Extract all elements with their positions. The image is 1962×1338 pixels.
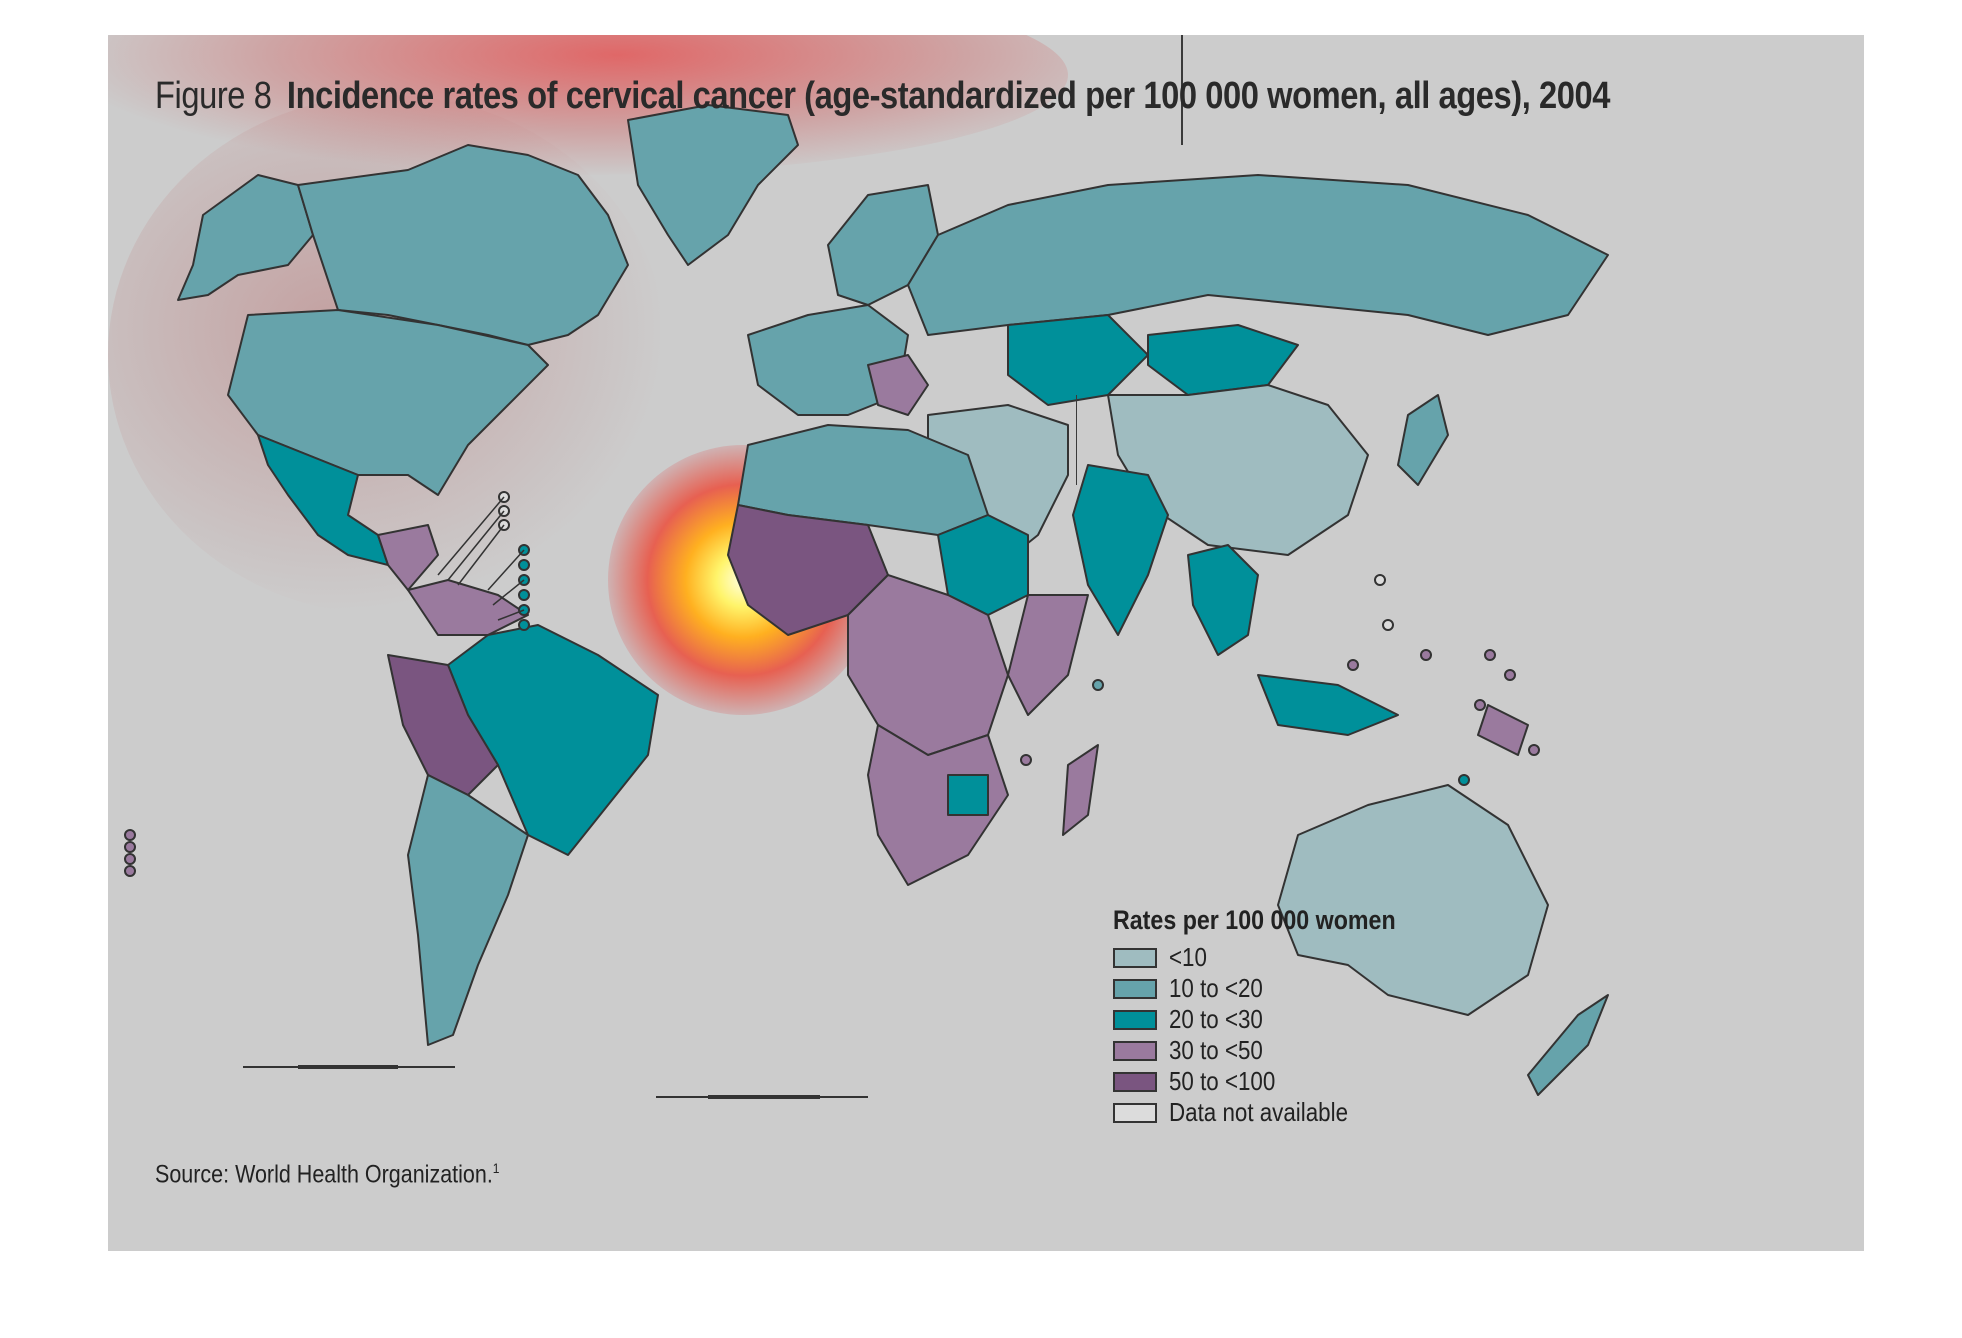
legend-item: 50 to <100 xyxy=(1113,1066,1442,1097)
region-zimbabwe xyxy=(947,774,989,816)
region-japan xyxy=(1397,394,1449,486)
legend-item: 20 to <30 xyxy=(1113,1004,1442,1035)
legend: Rates per 100 000 women <10 10 to <20 20… xyxy=(1113,905,1442,1128)
island-marker xyxy=(518,559,530,571)
scale-bar-right-bold xyxy=(708,1095,820,1099)
region-canada xyxy=(297,144,629,346)
island-marker xyxy=(1020,754,1032,766)
region-papua xyxy=(1477,704,1529,756)
legend-item: 30 to <50 xyxy=(1113,1035,1442,1066)
island-marker xyxy=(1504,669,1516,681)
island-leader xyxy=(447,510,505,581)
figure-title: Figure 8 Incidence rates of cervical canc… xyxy=(155,75,1610,118)
legend-item: 10 to <20 xyxy=(1113,973,1442,1004)
region-greenland xyxy=(627,104,799,266)
legend-title: Rates per 100 000 women xyxy=(1113,905,1396,935)
region-southern-africa xyxy=(867,724,1009,886)
region-mongolia xyxy=(1147,324,1299,396)
scale-bar-left-bold xyxy=(298,1065,398,1069)
legend-swatch xyxy=(1113,1009,1157,1030)
island-leader xyxy=(497,609,525,621)
china-border-line xyxy=(1076,395,1077,485)
region-central-america xyxy=(377,524,439,591)
island-marker xyxy=(1528,744,1540,756)
legend-label: 30 to <50 xyxy=(1169,1035,1263,1065)
island-marker xyxy=(124,853,136,865)
legend-item: <10 xyxy=(1113,942,1442,973)
world-map xyxy=(124,104,1609,1096)
meridian-line xyxy=(1181,35,1183,145)
region-alaska xyxy=(177,174,314,301)
source-ref: 1 xyxy=(492,1160,500,1176)
region-peru-bolivia xyxy=(387,654,499,796)
island-marker xyxy=(124,829,136,841)
legend-label: 20 to <30 xyxy=(1169,1004,1263,1034)
region-east-africa xyxy=(1007,594,1089,716)
region-central-africa xyxy=(847,574,1009,756)
region-colombia-venezuela xyxy=(407,579,529,636)
island-marker xyxy=(1474,699,1486,711)
island-marker xyxy=(124,865,136,877)
legend-swatch xyxy=(1113,978,1157,999)
island-leader xyxy=(487,549,525,591)
figure-label: Figure 8 xyxy=(155,75,272,117)
region-southeast-asia xyxy=(1187,544,1259,656)
region-new-zealand xyxy=(1527,994,1609,1096)
island-marker xyxy=(518,619,530,631)
region-kazakhstan xyxy=(1007,314,1149,406)
source-note: Source: World Health Organization.1 xyxy=(155,1160,500,1189)
region-madagascar xyxy=(1062,744,1099,836)
island-marker xyxy=(518,589,530,601)
island-marker xyxy=(1420,649,1432,661)
legend-item: Data not available xyxy=(1113,1097,1442,1128)
island-marker xyxy=(1458,774,1470,786)
legend-swatch xyxy=(1113,1040,1157,1061)
island-marker xyxy=(1347,659,1359,671)
island-marker xyxy=(124,841,136,853)
region-russia xyxy=(907,174,1609,336)
region-indonesia xyxy=(1257,674,1399,736)
legend-swatch xyxy=(1113,1102,1157,1123)
map-panel: Figure 8 Incidence rates of cervical canc… xyxy=(108,35,1864,1251)
region-india xyxy=(1072,464,1169,636)
legend-swatch xyxy=(1113,1071,1157,1092)
island-marker xyxy=(1382,619,1394,631)
region-eastern-europe xyxy=(867,354,929,416)
figure-title-text: Incidence rates of cervical cancer (age-… xyxy=(286,75,1611,117)
legend-label: <10 xyxy=(1169,942,1207,972)
island-leader xyxy=(457,524,505,586)
source-text: Source: World Health Organization. xyxy=(155,1160,493,1189)
region-australia xyxy=(1277,784,1549,1016)
legend-label: 50 to <100 xyxy=(1169,1066,1276,1096)
island-marker xyxy=(1092,679,1104,691)
region-argentina-chile xyxy=(407,774,529,1046)
island-leader xyxy=(492,579,525,606)
legend-label: 10 to <20 xyxy=(1169,973,1263,1003)
legend-swatch xyxy=(1113,947,1157,968)
island-marker xyxy=(1374,574,1386,586)
island-leader xyxy=(437,496,505,576)
island-marker xyxy=(1484,649,1496,661)
legend-label: Data not available xyxy=(1169,1097,1349,1127)
